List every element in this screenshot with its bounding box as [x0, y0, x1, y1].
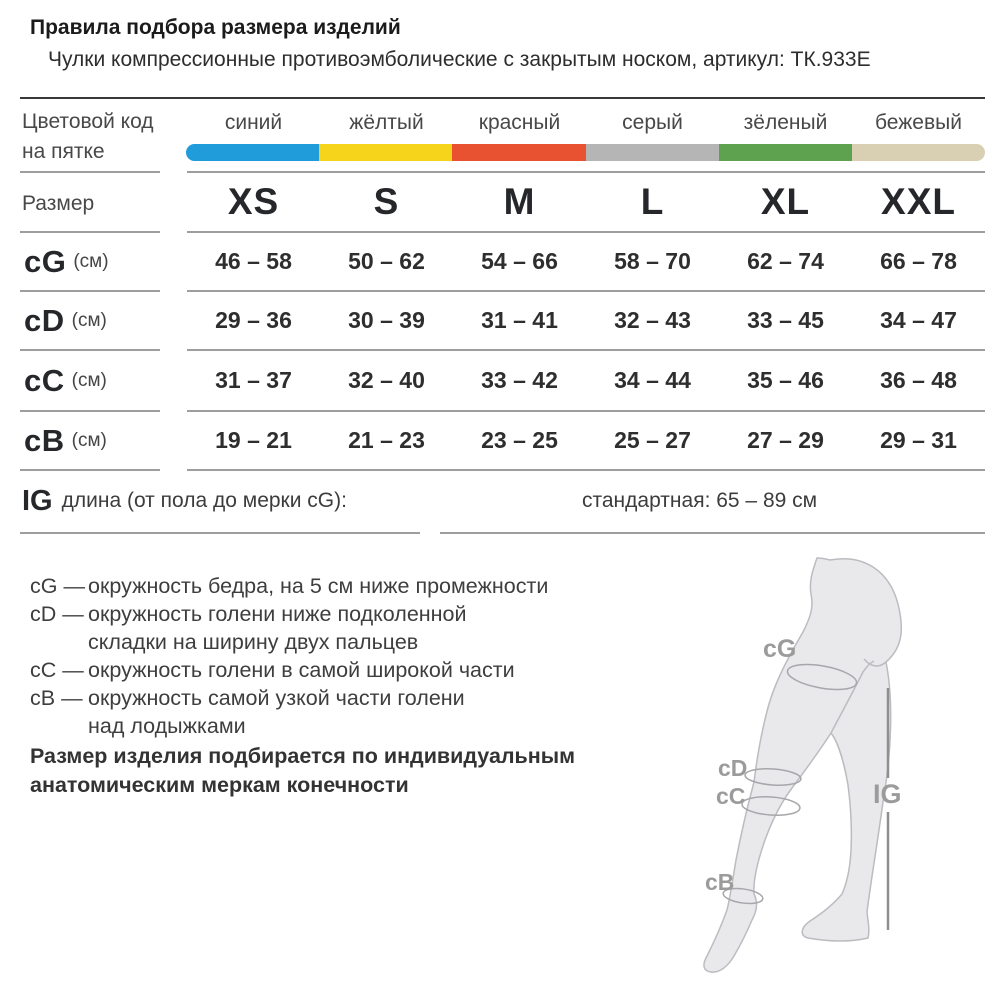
value-cell: 34 – 44 [614, 367, 691, 393]
table-divider [187, 171, 985, 173]
value-cell: 25 – 27 [614, 427, 691, 453]
values-row-cc: 31 – 37 32 – 40 33 – 42 34 – 44 35 – 46 … [187, 350, 985, 411]
size-s: S [373, 181, 400, 222]
values-row-cb: 19 – 21 21 – 23 23 – 25 25 – 27 27 – 29 … [187, 411, 985, 470]
color-code-label-line2: на пятке [22, 140, 105, 163]
value-cell: 31 – 41 [481, 307, 558, 333]
cg-measure-ellipse [786, 663, 858, 691]
page-subtitle: Чулки компрессионные противоэмболические… [48, 48, 871, 71]
table-divider [187, 290, 985, 292]
legs-silhouette [703, 557, 903, 973]
size-xs: XS [227, 181, 280, 222]
heel-color-bar [186, 144, 985, 161]
leg-measurement-diagram: cG cD cC cB IG [703, 557, 903, 973]
value-cell: 29 – 36 [215, 307, 292, 333]
ig-row-value: стандартная: 65 – 89 см [582, 489, 818, 512]
table-divider [187, 410, 985, 412]
value-cell: 54 – 66 [481, 248, 558, 274]
color-name-green: зёленый [743, 111, 828, 134]
size-row-label: Размер [22, 192, 95, 215]
value-cell: 58 – 70 [614, 248, 691, 274]
value-cell: 27 – 29 [747, 427, 824, 453]
value-cell: 36 – 48 [880, 367, 957, 393]
size-m: M [503, 181, 536, 222]
table-divider [20, 410, 160, 412]
color-swatch-beige [851, 144, 985, 161]
table-bottom-rule [440, 532, 985, 534]
table-divider [187, 469, 985, 471]
color-swatch-grey [585, 144, 719, 161]
legend-item-cc: cC — окружность голени в самой широкой ч… [30, 658, 515, 682]
buttock-fold-line [863, 658, 887, 667]
diagram-label-cg: cG [763, 635, 796, 663]
value-cell: 46 – 58 [215, 248, 292, 274]
color-names-row: синий жёлтый красный серый зёленый бежев… [187, 109, 985, 137]
size-xxl: XXL [881, 181, 956, 222]
values-row-cg: 46 – 58 50 – 62 54 – 66 58 – 70 62 – 74 … [187, 232, 985, 291]
table-divider [20, 469, 160, 471]
legend-item-cb: cB — окружность самой узкой части голени… [30, 686, 465, 738]
size-xl: XL [760, 181, 811, 222]
page-title: Правила подбора размера изделий [30, 16, 401, 39]
value-cell: 32 – 40 [348, 367, 425, 393]
color-name-grey: серый [622, 111, 683, 134]
row-label-cg: cG (см) [24, 243, 109, 279]
ig-row-label: IG длина (от пола до мерки cG): [22, 484, 347, 517]
values-row-cd: 29 – 36 30 – 39 31 – 41 32 – 43 33 – 45 … [187, 291, 985, 350]
size-row: XS S M L XL XXL [187, 175, 985, 229]
diagram-label-ig: IG [873, 779, 902, 809]
row-label-cb: cB (см) [24, 422, 107, 458]
table-divider [20, 349, 160, 351]
color-swatch-yellow [319, 144, 453, 161]
table-divider [20, 171, 160, 173]
value-cell: 29 – 31 [880, 427, 957, 453]
table-divider [187, 231, 985, 233]
table-divider [187, 349, 985, 351]
table-divider [20, 290, 160, 292]
value-cell: 34 – 47 [880, 307, 957, 333]
color-name-beige: бежевый [875, 111, 962, 134]
color-code-label-line1: Цветовой код [22, 110, 154, 133]
color-name-blue: синий [224, 111, 283, 134]
legend-item-cd: cD — окружность голени ниже подколенной … [30, 602, 467, 654]
value-cell: 23 – 25 [481, 427, 558, 453]
value-cell: 21 – 23 [348, 427, 425, 453]
diagram-label-cc: cC [716, 783, 745, 809]
color-name-red: красный [478, 111, 561, 134]
diagram-label-cb: cB [705, 869, 734, 895]
diagram-label-cd: cD [718, 755, 747, 781]
size-l: L [640, 181, 665, 222]
value-cell: 33 – 45 [747, 307, 824, 333]
cc-measure-ellipse [741, 796, 801, 816]
measurement-legend: cG — окружность бедра, на 5 см ниже пром… [30, 572, 590, 740]
color-swatch-blue [186, 144, 320, 161]
value-cell: 50 – 62 [348, 248, 425, 274]
value-cell: 66 – 78 [880, 248, 957, 274]
value-cell: 31 – 37 [215, 367, 292, 393]
color-name-yellow: жёлтый [349, 111, 424, 134]
cb-measure-ellipse [722, 887, 764, 905]
value-cell: 33 – 42 [481, 367, 558, 393]
row-label-cc: cC (см) [24, 362, 107, 398]
value-cell: 32 – 43 [614, 307, 691, 333]
sizing-note: Размер изделия подбирается по индивидуал… [30, 744, 576, 797]
color-swatch-green [718, 144, 852, 161]
table-divider [20, 231, 160, 233]
cd-measure-ellipse [744, 768, 802, 786]
color-code-row-label: Цветовой код на пятке [22, 107, 154, 167]
value-cell: 62 – 74 [747, 248, 824, 274]
table-bottom-rule [20, 532, 420, 534]
color-swatch-red [452, 144, 586, 161]
value-cell: 30 – 39 [348, 307, 425, 333]
row-label-cd: cD (см) [24, 302, 107, 338]
table-top-rule [20, 97, 985, 99]
value-cell: 19 – 21 [215, 427, 292, 453]
legend-item-cg: cG — окружность бедра, на 5 см ниже пром… [30, 574, 549, 598]
value-cell: 35 – 46 [747, 367, 824, 393]
thigh-crease-line [830, 660, 875, 734]
